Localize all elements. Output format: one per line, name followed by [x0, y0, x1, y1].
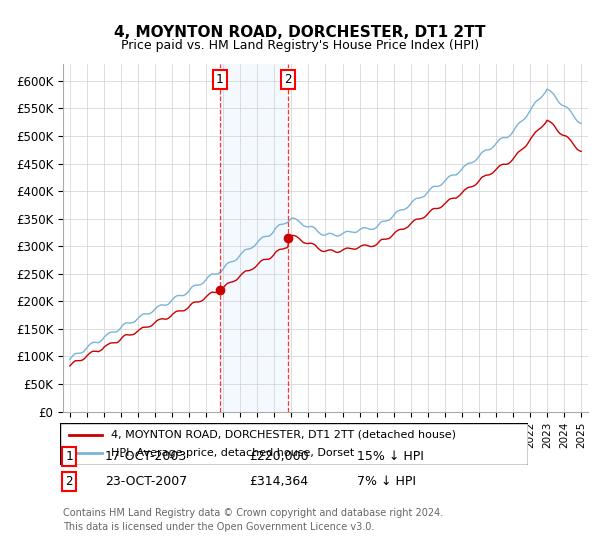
- Text: £314,364: £314,364: [249, 475, 308, 488]
- Text: 7% ↓ HPI: 7% ↓ HPI: [357, 475, 416, 488]
- Text: 1: 1: [65, 450, 73, 463]
- Text: £220,000: £220,000: [249, 450, 308, 463]
- Bar: [220, 64, 288, 412]
- FancyBboxPatch shape: [60, 423, 528, 465]
- Text: 2: 2: [65, 475, 73, 488]
- Text: 23-OCT-2007: 23-OCT-2007: [105, 475, 187, 488]
- Text: 4, MOYNTON ROAD, DORCHESTER, DT1 2TT: 4, MOYNTON ROAD, DORCHESTER, DT1 2TT: [114, 25, 486, 40]
- Text: 4, MOYNTON ROAD, DORCHESTER, DT1 2TT (detached house): 4, MOYNTON ROAD, DORCHESTER, DT1 2TT (de…: [112, 430, 457, 440]
- Text: This data is licensed under the Open Government Licence v3.0.: This data is licensed under the Open Gov…: [63, 522, 374, 532]
- Text: Contains HM Land Registry data © Crown copyright and database right 2024.: Contains HM Land Registry data © Crown c…: [63, 508, 443, 518]
- Text: 1: 1: [216, 73, 223, 86]
- Text: 2: 2: [284, 73, 292, 86]
- Text: HPI: Average price, detached house, Dorset: HPI: Average price, detached house, Dors…: [112, 448, 355, 458]
- Text: 17-OCT-2003: 17-OCT-2003: [105, 450, 187, 463]
- Text: Price paid vs. HM Land Registry's House Price Index (HPI): Price paid vs. HM Land Registry's House …: [121, 39, 479, 52]
- Text: 15% ↓ HPI: 15% ↓ HPI: [357, 450, 424, 463]
